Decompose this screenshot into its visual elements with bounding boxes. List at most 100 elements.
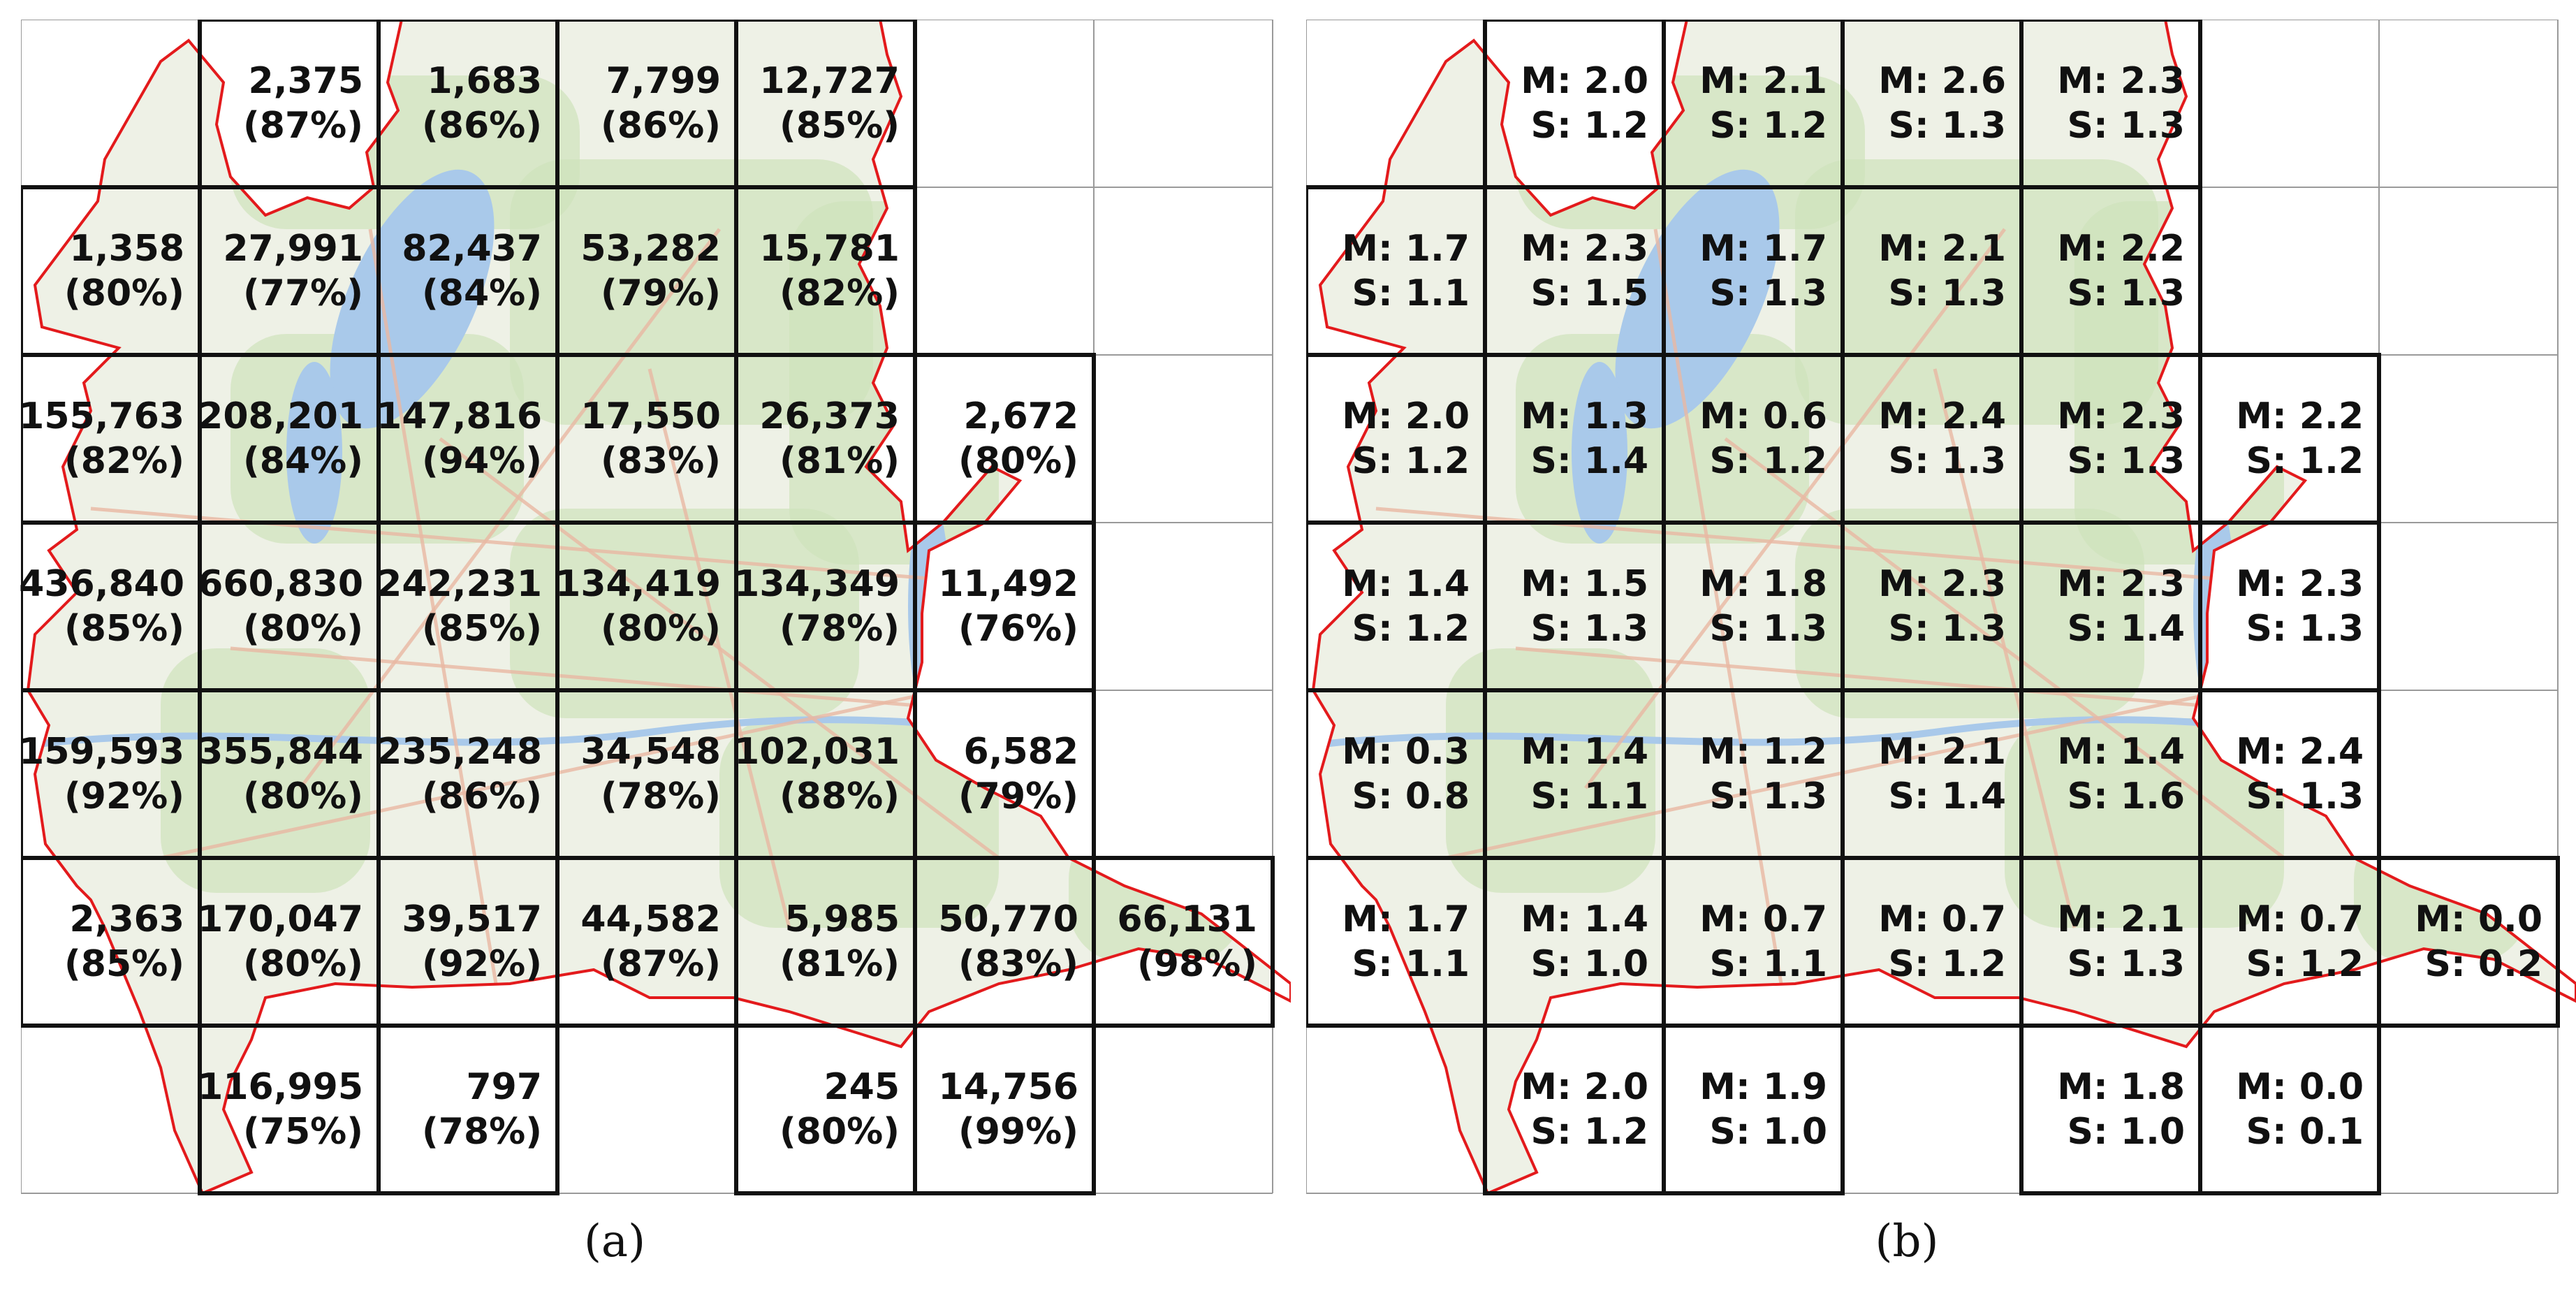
- grid-cell-label: 53,282 (79%): [557, 187, 736, 355]
- cell-value-line-2: (80%): [780, 1111, 900, 1153]
- cell-value-line-2: (80%): [958, 440, 1078, 482]
- cell-value-line-1: 1,358: [69, 228, 184, 270]
- cell-value-line-2: S: 1.3: [1530, 608, 1648, 650]
- grid-cell-label: 2,363 (85%): [21, 858, 200, 1026]
- lake-shape: [1572, 362, 1627, 544]
- grid-cell-label: M: 0.7 S: 1.2: [2200, 858, 2379, 1026]
- grid-cell-label: M: 2.3 S: 1.3: [1843, 523, 2021, 690]
- grid-cell-label: 34,548 (78%): [557, 690, 736, 858]
- cell-value-line-1: M: 2.3: [2236, 563, 2364, 605]
- cell-value-line-1: 159,593: [19, 731, 184, 773]
- cell-value-line-1: M: 2.1: [1878, 731, 2006, 773]
- grid-cell-label: M: 2.1 S: 1.4: [1843, 690, 2021, 858]
- lake-shape: [286, 362, 342, 544]
- grid-cell-label: 50,770 (83%): [915, 858, 1094, 1026]
- road-line: [1724, 437, 2285, 859]
- grid-cell-label: M: 2.0 S: 1.2: [1485, 1026, 1664, 1193]
- grid-cell-label: M: 0.0 S: 0.1: [2200, 1026, 2379, 1193]
- cell-value-line-1: M: 2.2: [2057, 228, 2185, 270]
- grid-cell-label: 155,763 (82%): [19, 355, 200, 523]
- land-patch: [510, 159, 873, 425]
- cell-value-line-1: M: 2.4: [2236, 731, 2364, 773]
- cell-value-line-1: M: 2.3: [1521, 228, 1648, 270]
- grid-cell-label: 134,419 (80%): [555, 523, 736, 690]
- cell-value-line-2: S: 1.3: [1888, 440, 2006, 482]
- cell-value-line-1: 34,548: [580, 731, 721, 773]
- cell-value-line-1: 170,047: [198, 898, 363, 940]
- cell-value-line-2: S: 1.1: [1352, 272, 1470, 314]
- cell-value-line-1: 235,248: [376, 731, 542, 773]
- grid-cell-label: M: 1.4 S: 1.2: [1306, 523, 1485, 690]
- cell-value-line-1: M: 2.0: [1521, 1066, 1648, 1108]
- cell-value-line-2: S: 1.0: [1530, 943, 1648, 985]
- grid-cell-label: 11,492 (76%): [915, 523, 1094, 690]
- cell-value-line-1: M: 0.6: [1699, 395, 1827, 437]
- cell-value-line-2: S: 1.1: [1709, 943, 1827, 985]
- grid-cell-label: 5,985 (81%): [736, 858, 915, 1026]
- cell-value-line-1: 2,375: [248, 60, 363, 102]
- cell-value-line-1: M: 1.4: [1521, 731, 1648, 773]
- road-line: [1653, 228, 1797, 1068]
- grid-cell-label: 147,816 (94%): [376, 355, 557, 523]
- cell-value-line-1: 39,517: [402, 898, 542, 940]
- cell-value-line-2: S: 1.2: [1888, 943, 2006, 985]
- cell-value-line-1: M: 2.3: [2057, 395, 2185, 437]
- map-background-a: [21, 20, 1291, 1195]
- grid-cell-label: M: 1.7 S: 1.1: [1306, 858, 1485, 1026]
- cell-value-line-1: M: 2.3: [2057, 563, 2185, 605]
- cell-value-line-2: S: 1.3: [2067, 105, 2185, 147]
- cell-value-line-1: M: 1.8: [2057, 1066, 2185, 1108]
- cell-value-line-1: 797: [466, 1066, 542, 1108]
- cell-value-line-2: S: 1.2: [1709, 440, 1827, 482]
- road-line: [1375, 507, 2215, 581]
- grid-cell-label: 14,756 (99%): [915, 1026, 1094, 1193]
- cell-value-line-2: (75%): [243, 1111, 363, 1153]
- map-background-b: [1306, 20, 2576, 1195]
- cell-value-line-2: (78%): [780, 608, 900, 650]
- panel-a: 2,375 (87%) 1,683 (86%) 7,799 (86%) 12,727 (85%…: [19, 20, 1291, 1200]
- grid-cell-label: M: 2.3 S: 1.5: [1485, 187, 1664, 355]
- cell-value-line-1: M: 2.4: [1878, 395, 2006, 437]
- grid-cell-label: M: 0.3 S: 0.8: [1306, 690, 1485, 858]
- grid-cell-label: M: 0.7 S: 1.1: [1664, 858, 1843, 1026]
- cell-value-line-2: (84%): [243, 440, 363, 482]
- thick-grid: [21, 20, 1275, 1195]
- cell-value-line-1: M: 2.0: [1521, 60, 1648, 102]
- grid-cell-label: M: 2.4 S: 1.3: [2200, 690, 2379, 858]
- panel-b-caption: (b): [1875, 1216, 1939, 1267]
- cell-value-line-2: S: 1.4: [2067, 608, 2185, 650]
- panel-b: M: 2.0 S: 1.2 M: 2.1 S: 1.2 M: 2.6 S: 1.3 M: 2…: [1306, 20, 2576, 1200]
- grid-cell-label: M: 1.2 S: 1.3: [1664, 690, 1843, 858]
- land-patch: [1446, 648, 1655, 893]
- cell-value-line-2: S: 1.0: [1709, 1111, 1827, 1153]
- grid-cell-label: 436,840 (85%): [19, 523, 200, 690]
- land-patch: [510, 509, 859, 718]
- grid-cell-label: M: 2.2 S: 1.2: [2200, 355, 2379, 523]
- land-patch: [1795, 509, 2144, 718]
- data-cell-border: [913, 1024, 1096, 1195]
- cell-value-line-2: S: 1.2: [1709, 105, 1827, 147]
- cell-value-line-2: S: 1.3: [2067, 440, 2185, 482]
- cell-value-line-2: S: 0.2: [2424, 943, 2542, 985]
- cell-value-line-2: (79%): [601, 272, 721, 314]
- cell-value-line-1: 15,781: [759, 228, 900, 270]
- road-line: [299, 228, 721, 789]
- cell-value-line-2: (80%): [243, 943, 363, 985]
- cell-value-line-2: (87%): [243, 105, 363, 147]
- grid-cell-label: 44,582 (87%): [557, 858, 736, 1026]
- cell-value-line-1: M: 2.2: [2236, 395, 2364, 437]
- cell-value-line-1: 155,763: [19, 395, 184, 437]
- cell-value-line-1: M: 1.4: [1342, 563, 1470, 605]
- cell-value-line-1: 2,363: [69, 898, 184, 940]
- road-line: [90, 507, 930, 581]
- cell-value-line-1: M: 1.8: [1699, 563, 1827, 605]
- cell-value-line-2: (76%): [958, 608, 1078, 650]
- cell-value-line-2: (79%): [958, 776, 1078, 817]
- cell-value-line-2: (88%): [780, 776, 900, 817]
- grid-cell-label: M: 2.1 S: 1.3: [2021, 858, 2200, 1026]
- lake-shape: [330, 169, 495, 429]
- cell-value-line-2: (84%): [422, 272, 542, 314]
- cell-value-line-2: S: 1.3: [1709, 608, 1827, 650]
- cell-value-line-1: 53,282: [580, 228, 721, 270]
- cell-value-line-2: (85%): [780, 105, 900, 147]
